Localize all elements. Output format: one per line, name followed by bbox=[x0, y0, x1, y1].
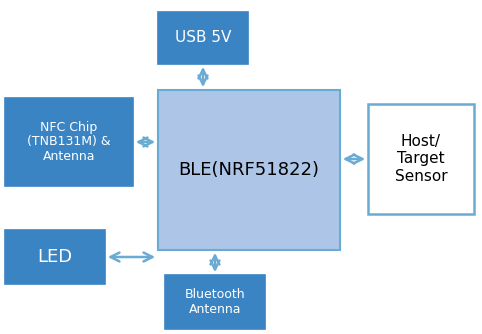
Bar bbox=[158, 12, 248, 64]
Bar bbox=[5, 98, 133, 186]
Text: NFC Chip
(TNB131M) &
Antenna: NFC Chip (TNB131M) & Antenna bbox=[27, 121, 111, 164]
Text: LED: LED bbox=[38, 248, 73, 266]
Text: BLE(NRF51822): BLE(NRF51822) bbox=[178, 161, 320, 179]
Text: Host/
Target
Sensor: Host/ Target Sensor bbox=[395, 134, 447, 184]
Bar bbox=[158, 90, 340, 250]
Bar bbox=[5, 230, 105, 284]
Text: Bluetooth
Antenna: Bluetooth Antenna bbox=[185, 288, 245, 316]
Bar bbox=[165, 275, 265, 329]
Bar bbox=[368, 104, 474, 214]
Text: USB 5V: USB 5V bbox=[175, 30, 231, 45]
